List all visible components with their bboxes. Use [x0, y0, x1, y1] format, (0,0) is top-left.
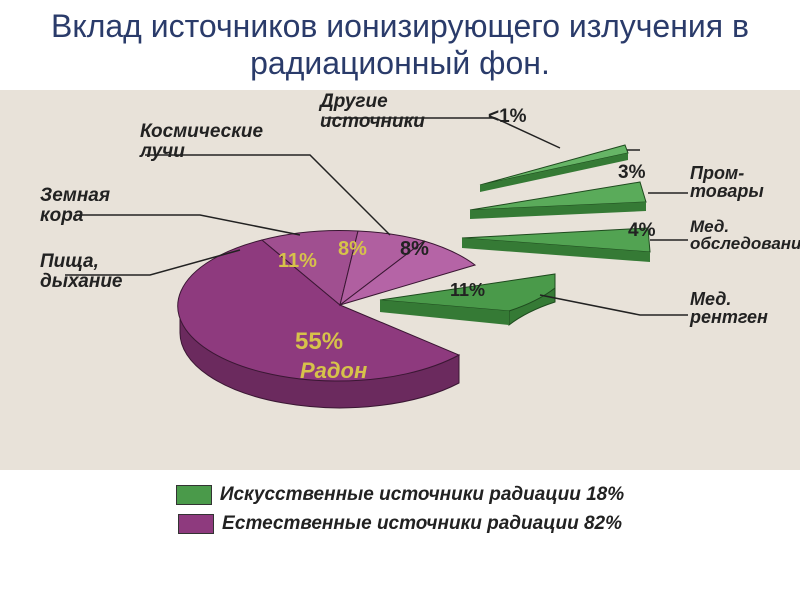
label-crust: Земнаякора	[40, 186, 160, 226]
page-title: Вклад источников ионизирующего излучения…	[0, 0, 800, 86]
label-food: Пища,дыхание	[40, 252, 150, 292]
pct-medexam: 4%	[628, 220, 655, 242]
pct-radon: 55%	[295, 328, 343, 356]
label-other: Другиеисточники	[320, 92, 480, 132]
label-medexam: Мед.обследования	[690, 218, 800, 254]
label-radon: Радон	[300, 358, 367, 384]
legend-natural: Естественные источники радиации 82%	[178, 513, 622, 535]
pct-cosmic: 8%	[400, 238, 429, 261]
artificial-slices	[380, 145, 650, 325]
label-cosmic: Космическиелучи	[140, 122, 310, 162]
pct-food: 11%	[278, 250, 317, 273]
pct-other: <1%	[488, 106, 527, 128]
swatch-artificial	[176, 485, 212, 505]
legend: Искусственные источники радиации 18% Ест…	[0, 470, 800, 540]
pct-crust: 8%	[338, 238, 367, 261]
label-consumer: Пром-товары	[690, 164, 790, 202]
pie-chart: 11% 8% 8% 55% 11% Радон Пища,дыхание Зем…	[0, 90, 800, 470]
pct-consumer: 3%	[618, 162, 645, 184]
legend-natural-label: Естественные источники радиации 82%	[222, 513, 622, 535]
swatch-natural	[178, 514, 214, 534]
legend-artificial: Искусственные источники радиации 18%	[176, 484, 624, 506]
label-xray: Мед.рентген	[690, 290, 790, 328]
legend-artificial-label: Искусственные источники радиации 18%	[220, 484, 624, 506]
pct-xray: 11%	[450, 280, 485, 301]
